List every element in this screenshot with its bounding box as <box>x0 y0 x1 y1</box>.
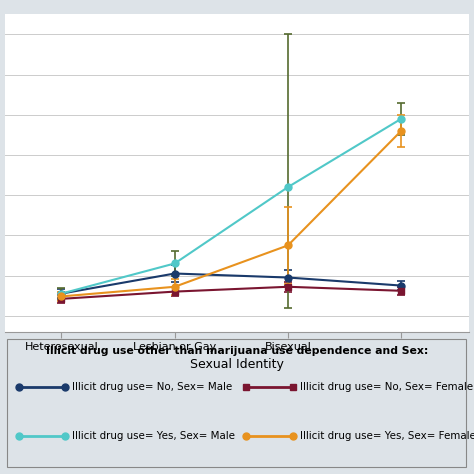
Text: Illicit drug use= No, Sex= Female: Illicit drug use= No, Sex= Female <box>300 382 473 392</box>
Text: Illicit drug use other than marijuana use dependence and Sex:: Illicit drug use other than marijuana us… <box>46 346 428 356</box>
Text: Illicit drug use= Yes, Sex= Female: Illicit drug use= Yes, Sex= Female <box>300 431 474 441</box>
Text: Illicit drug use= No, Sex= Male: Illicit drug use= No, Sex= Male <box>72 382 232 392</box>
Text: Illicit drug use= Yes, Sex= Male: Illicit drug use= Yes, Sex= Male <box>72 431 235 441</box>
X-axis label: Sexual Identity: Sexual Identity <box>190 358 284 371</box>
